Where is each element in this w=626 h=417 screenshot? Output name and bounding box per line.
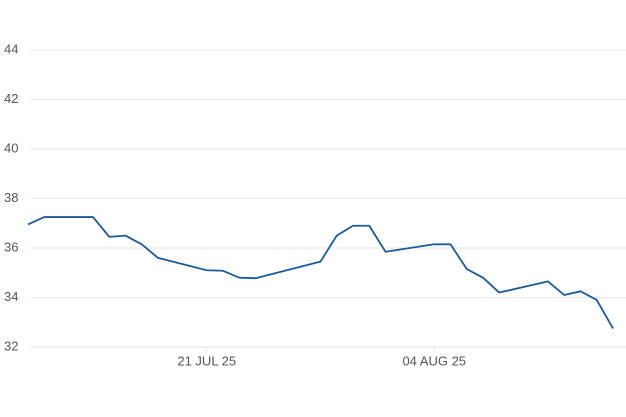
x-tick-label: 21 JUL 25 <box>177 353 236 368</box>
y-tick-label: 40 <box>4 140 18 155</box>
y-tick-label: 42 <box>4 91 18 106</box>
y-tick-label: 38 <box>4 190 18 205</box>
x-tick-label: 04 AUG 25 <box>402 353 466 368</box>
line-series <box>27 216 614 329</box>
y-tick-label: 36 <box>4 239 18 254</box>
y-tick-label: 32 <box>4 338 18 353</box>
y-tick-label: 34 <box>4 289 18 304</box>
y-tick-label: 44 <box>4 41 18 56</box>
